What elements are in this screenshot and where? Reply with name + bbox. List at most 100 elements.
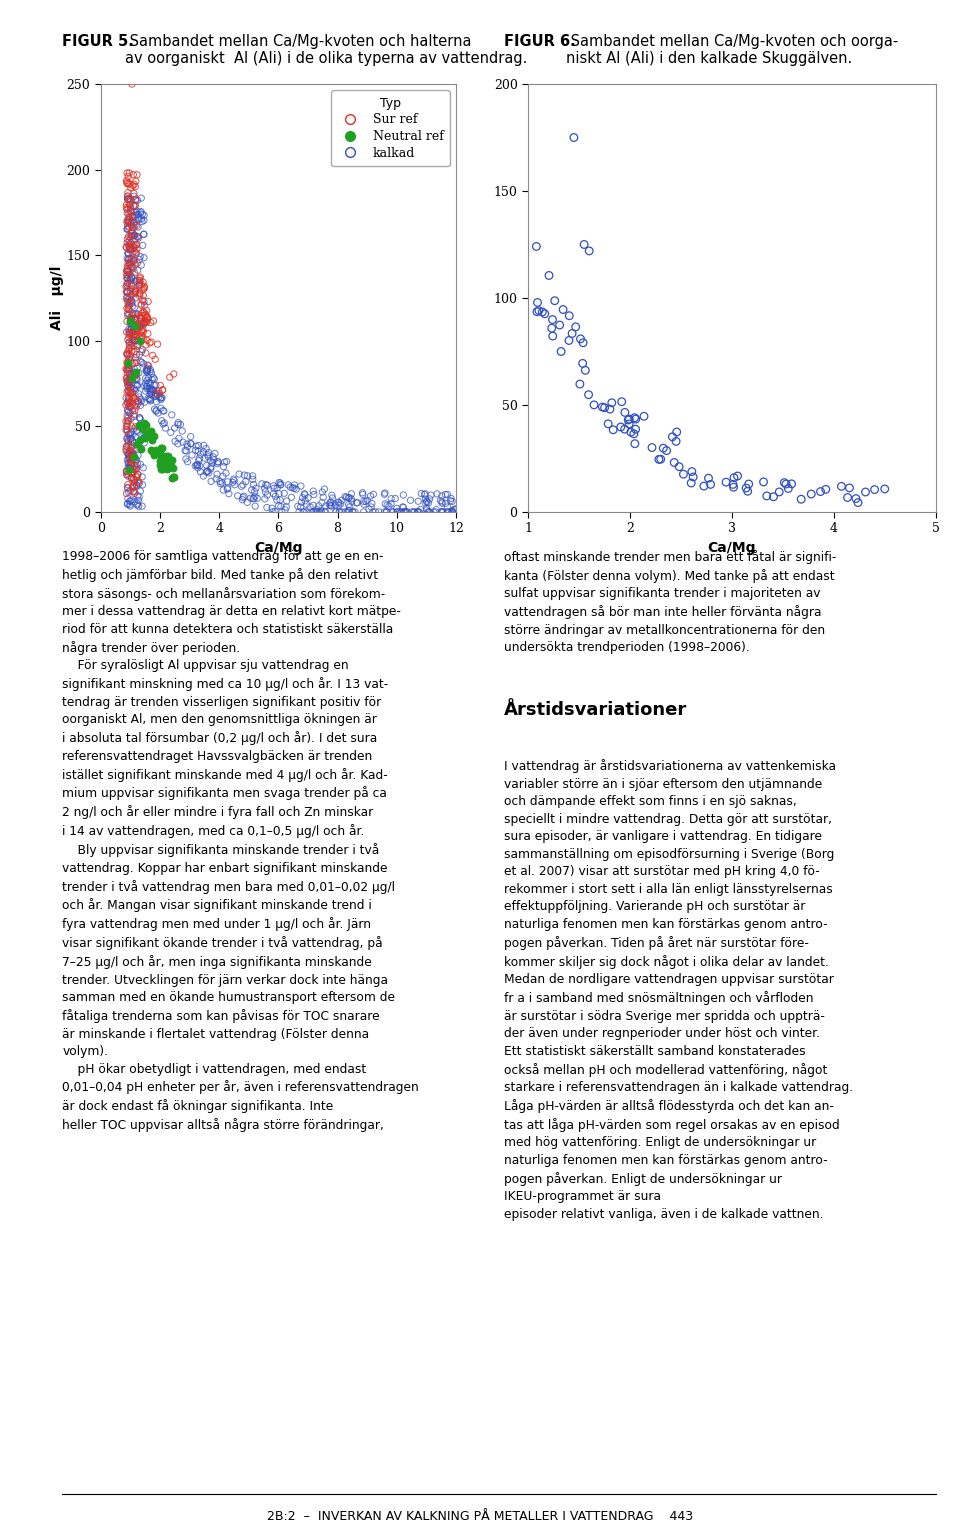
Point [553,339,568,364]
Point [259,474,275,498]
Point [138,420,154,445]
Point [126,215,141,240]
Point [376,481,392,506]
Point [120,180,135,205]
Point [120,301,135,325]
Point [438,490,453,515]
Point [305,478,321,503]
Point [130,388,145,413]
Point [240,490,255,515]
Point [315,480,330,504]
Point [121,442,136,466]
Point [136,426,152,451]
Point [606,417,621,442]
Point [131,206,146,231]
Point [199,460,214,484]
Point [597,396,612,420]
Point [164,402,180,426]
Point [132,306,148,330]
Point [143,310,158,335]
Point [127,322,142,347]
Point [135,270,151,295]
Point [294,490,309,515]
Point [130,465,145,489]
Point [245,463,260,487]
Point [124,414,139,439]
Point [121,330,136,354]
Point [131,332,146,356]
Point [122,251,137,275]
Point [208,466,224,490]
Point [133,206,149,231]
Point [144,377,159,402]
Point [140,289,156,313]
Point [119,434,134,458]
Point [124,440,139,465]
Point [121,246,136,270]
Point [148,437,163,461]
Point [132,494,147,518]
Point [127,238,142,263]
Point [420,490,435,515]
Point [120,327,135,351]
Point [121,458,136,483]
Point [434,484,449,509]
Point [123,382,138,406]
Point [121,429,136,454]
Point [122,193,137,217]
Point [129,448,144,472]
Point [119,258,134,283]
Point [434,490,449,515]
Point [136,203,152,228]
Point [284,484,300,509]
Point [572,371,588,396]
Point [410,500,425,524]
Point [877,477,893,501]
Point [291,500,306,524]
Point [140,358,156,382]
Point [155,445,170,469]
Point [123,364,138,388]
Point [134,338,150,362]
Point [126,257,141,281]
Point [127,356,142,380]
Point [338,484,353,509]
Point [121,347,136,371]
Point [128,425,143,449]
Point [153,443,168,468]
Point [345,500,360,524]
Point [356,492,372,516]
Point [227,472,242,497]
Point [126,468,141,492]
Point [210,449,226,474]
Point [123,376,138,400]
Point [341,492,356,516]
Point [119,350,134,374]
Point [120,406,135,431]
Point [127,235,142,260]
Point [132,405,148,429]
Point [127,194,142,219]
Point [134,465,150,489]
Point [621,411,636,435]
Point [530,290,545,315]
Point [120,186,135,211]
Point [324,490,339,515]
Point [305,494,321,518]
Point [128,345,143,370]
Point [178,439,193,463]
Point [153,452,168,477]
Point [122,286,137,310]
Point [157,445,173,469]
Point [268,484,283,509]
Point [139,368,155,393]
Point [132,484,147,509]
Point [119,171,134,196]
Point [216,478,231,503]
Point [124,274,139,298]
Point [448,497,464,521]
Point [122,333,137,358]
Point [360,487,375,512]
Point [124,435,139,460]
Point [127,490,142,515]
